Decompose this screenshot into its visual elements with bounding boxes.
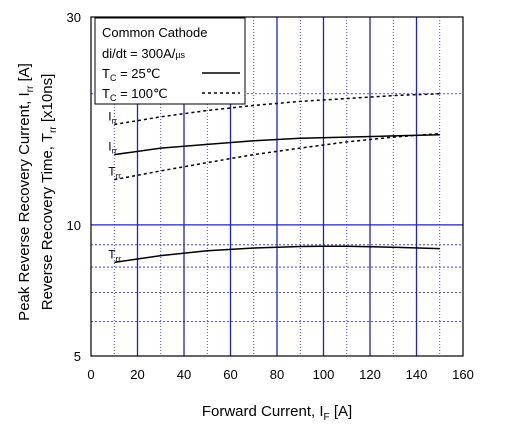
y-tick-label: 30 (67, 10, 81, 25)
series-annotations: Irr Irr Trr Trr (108, 109, 121, 263)
legend-entry-100c: TC = 100℃ (102, 86, 168, 103)
series-annotation-2: Trr (108, 165, 121, 181)
series-line-0 (114, 92, 440, 126)
x-tick-label: 60 (223, 367, 237, 382)
x-tick-labels: 0 20 40 60 80 100 120 140 160 (87, 367, 473, 382)
legend-condition-1: Common Cathode (102, 25, 208, 40)
x-axis-title: Forward Current, IF [A] (202, 403, 352, 423)
series-annotation-3: Trr (108, 247, 121, 263)
y-axis-title-line-2: Reverse Recovery Time, Trr [x10ns] (39, 74, 59, 311)
x-tick-label: 140 (406, 367, 428, 382)
x-tick-label: 160 (452, 367, 474, 382)
legend-box (94, 17, 246, 105)
series-annotation-0: Irr (108, 109, 117, 125)
series-lines (114, 92, 440, 264)
x-tick-label: 80 (270, 367, 284, 382)
plot-frame (90, 16, 464, 357)
x-tick-label: 100 (313, 367, 335, 382)
series-line-2 (114, 132, 440, 181)
x-tick-label: 40 (177, 367, 191, 382)
y-tick-label: 5 (74, 349, 81, 364)
series-line-3 (114, 245, 440, 264)
series-annotation-1: Irr (108, 140, 117, 156)
legend-entry-25c: TC = 25℃ (102, 66, 160, 83)
legend-condition-2: di/dt = 300A/µs (102, 46, 186, 61)
x-tick-label: 0 (87, 367, 94, 382)
series-line-1 (114, 134, 440, 156)
y-tick-label: 10 (67, 218, 81, 233)
x-tick-label: 120 (359, 367, 381, 382)
x-tick-label: 20 (130, 367, 144, 382)
legend: Common Cathode di/dt = 300A/µs TC = 25℃ … (94, 17, 246, 105)
y-tick-labels: 5 10 30 (67, 10, 81, 364)
y-axis-title-line-1: Peak Reverse Recovery Current, Irr [A] (16, 63, 36, 321)
